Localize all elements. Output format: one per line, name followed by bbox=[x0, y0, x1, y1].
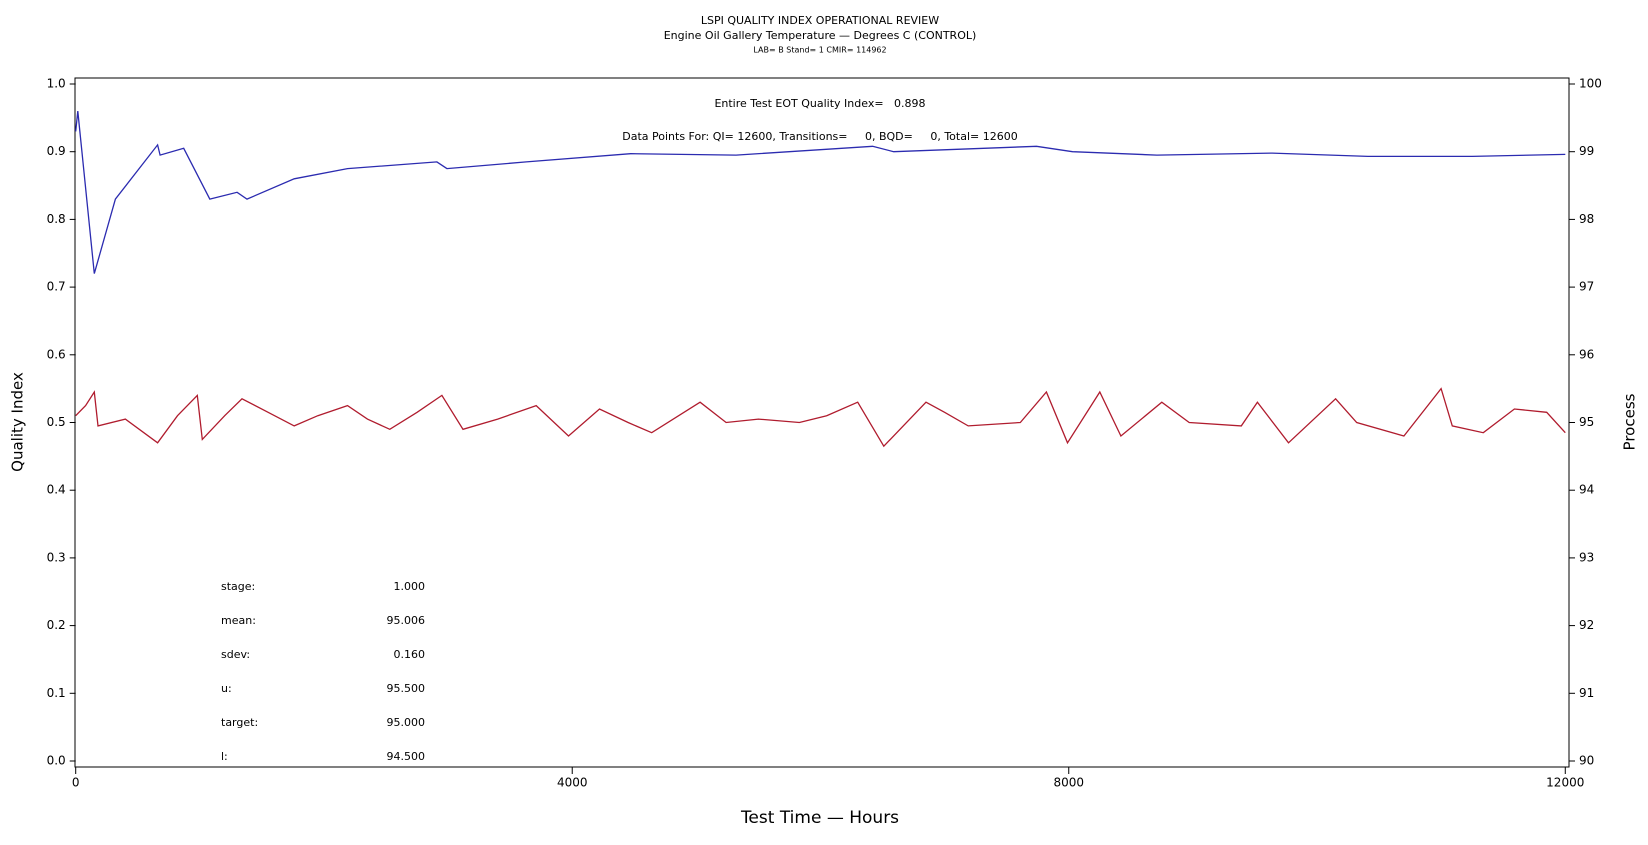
stat-label: target: bbox=[221, 716, 258, 729]
series-line bbox=[75, 111, 1566, 274]
y2-axis-label: Process bbox=[1621, 393, 1639, 450]
y2-tick-label: 93 bbox=[1579, 550, 1594, 564]
y-tick-label: 0.4 bbox=[47, 483, 66, 497]
stat-label: sdev: bbox=[221, 648, 250, 661]
stat-value: 0.160 bbox=[394, 648, 426, 661]
stat-label: l: bbox=[221, 750, 228, 763]
stat-label: mean: bbox=[221, 614, 256, 627]
y-tick-label: 0.9 bbox=[47, 144, 66, 158]
y-tick-label: 0.5 bbox=[47, 415, 66, 429]
y-tick-label: 0.1 bbox=[47, 686, 66, 700]
stat-value: 94.500 bbox=[387, 750, 426, 763]
y-tick-label: 0.8 bbox=[47, 212, 66, 226]
plot-frame bbox=[74, 77, 1570, 768]
y2-tick-label: 96 bbox=[1579, 347, 1594, 361]
annotation: Data Points For: QI= 12600, Transitions=… bbox=[622, 130, 1017, 143]
x-tick-label: 4000 bbox=[557, 776, 588, 790]
y2-tick-label: 100 bbox=[1579, 77, 1602, 91]
y-tick-label: 0.6 bbox=[47, 347, 66, 361]
stat-value: 95.000 bbox=[387, 716, 426, 729]
y2-tick-label: 98 bbox=[1579, 212, 1594, 226]
y-tick-label: 0.7 bbox=[47, 280, 66, 294]
chart-caption: LAB= B Stand= 1 CMIR= 114962 bbox=[753, 46, 886, 55]
stat-label: u: bbox=[221, 682, 232, 695]
stat-value: 95.006 bbox=[387, 614, 426, 627]
stat-value: 1.000 bbox=[394, 580, 426, 593]
stat-label: stage: bbox=[221, 580, 255, 593]
y-tick-label: 1.0 bbox=[47, 77, 66, 91]
y-axis-label: Quality Index bbox=[9, 372, 27, 472]
x-axis-label: Test Time — Hours bbox=[740, 808, 899, 828]
chart-title: LSPI QUALITY INDEX OPERATIONAL REVIEW bbox=[701, 14, 939, 27]
y2-tick-label: 92 bbox=[1579, 618, 1594, 632]
x-tick-label: 8000 bbox=[1053, 776, 1084, 790]
x-tick-label: 12000 bbox=[1546, 776, 1584, 790]
y2-tick-label: 90 bbox=[1579, 754, 1594, 768]
y2-tick-label: 91 bbox=[1579, 686, 1594, 700]
x-tick-label: 0 bbox=[72, 776, 80, 790]
y2-tick-label: 99 bbox=[1579, 144, 1594, 158]
y-tick-label: 0.3 bbox=[47, 550, 66, 564]
annotation: Entire Test EOT Quality Index= 0.898 bbox=[714, 97, 925, 110]
y2-tick-label: 97 bbox=[1579, 280, 1594, 294]
y-tick-label: 0.0 bbox=[47, 754, 66, 768]
stat-value: 95.500 bbox=[387, 682, 426, 695]
chart-subtitle: Engine Oil Gallery Temperature — Degrees… bbox=[664, 29, 977, 42]
y2-tick-label: 94 bbox=[1579, 483, 1594, 497]
y-tick-label: 0.2 bbox=[47, 618, 66, 632]
series-line bbox=[75, 387, 1566, 448]
y2-tick-label: 95 bbox=[1579, 415, 1594, 429]
